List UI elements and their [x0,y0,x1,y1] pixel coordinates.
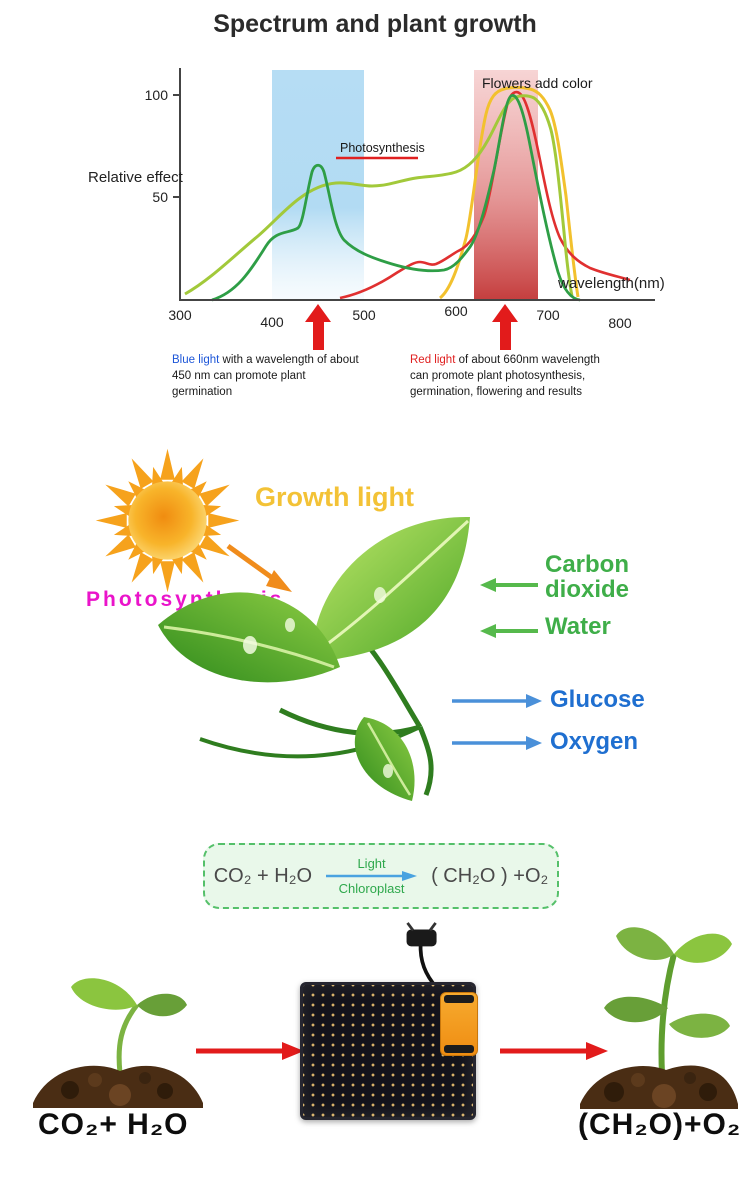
water-label: Water [545,613,611,640]
plant-leaf [616,927,674,960]
blue-light-caption-text: with a wavelength of about 450 nm can pr… [172,354,359,399]
led-driver-box [440,992,478,1056]
water-droplet [374,587,386,603]
soil-clump [157,1083,173,1099]
soil-clump [109,1084,131,1106]
photosynthesis-equation-box: CO₂ + H₂O Light Chloroplast ( CH₂O ) +O₂ [203,843,559,909]
y-axis-label: Relative effect [88,169,184,186]
x-tick-500: 500 [352,307,376,323]
blue-light-band [272,70,364,300]
soil-clump [684,1072,696,1084]
glucose-label: Glucose [550,686,645,713]
plant-leaf [669,1013,730,1038]
equation-arrow-group: Light Chloroplast [324,857,419,895]
process-arrow-left-icon [196,1042,304,1060]
oxygen-label: Oxygen [550,728,639,755]
leaf-vein [163,625,335,669]
curve-yellow [438,86,580,300]
ch2o-o2-label: (CH₂O)+O₂ [578,1108,742,1141]
equation-light-label: Light [357,856,386,871]
leaf-vein [366,722,412,796]
water-arrow-icon [480,624,538,638]
grown-plant-illustration [580,927,738,1109]
leaves-illustration [158,516,470,801]
flowers-annotation: Flowers add color [482,75,593,91]
seedling-illustration [33,978,203,1108]
plant-stem [658,953,677,1075]
equation-right: ( CH₂O ) +O₂ [431,864,549,887]
water-droplet [383,764,393,778]
x-tick-300: 300 [168,307,192,323]
seedling-leaf [137,993,187,1017]
leaf-vein [317,519,470,653]
x-tick-700: 700 [536,307,560,323]
process-arrow-right-icon [500,1042,608,1060]
equation-arrow-icon [326,871,418,881]
power-plug-icon [406,929,437,947]
soil-clump [61,1081,79,1099]
carbon-dioxide-arrow-icon [480,578,538,592]
soil-clump [88,1073,102,1087]
red-light-caption-lead: Red light [410,354,456,366]
stem [278,707,421,736]
x-axis-label: wavelength(nm) [557,275,665,292]
spectrum-chart: Spectrum and plant growth 100 50 Relativ… [88,10,665,350]
growth-light-label: Growth light [255,482,414,512]
oxygen-arrow-icon [452,736,542,750]
blue-wavelength-arrow-icon [305,304,331,350]
red-wavelength-arrow-icon [492,304,518,350]
y-tick-100: 100 [145,87,169,103]
sun-to-leaf-arrow-icon [226,543,292,592]
chart-title: Spectrum and plant growth [213,10,537,38]
lower-stem [417,726,434,796]
soil-clump [604,1082,624,1102]
equation-chloroplast-label: Chloroplast [338,881,405,896]
blue-light-caption-lead: Blue light [172,354,220,366]
water-droplet [243,636,257,654]
plug-pin [406,922,415,932]
plant-leaf [674,933,732,963]
co2-h2o-label: CO₂+ H₂O [38,1108,189,1141]
soil-clump [139,1072,151,1084]
soil-clump [699,1083,717,1101]
x-tick-400: 400 [260,314,284,330]
plant-leaf [604,996,668,1023]
curve-green [211,94,581,302]
x-tick-800: 800 [608,315,632,331]
cord-wire [418,942,438,989]
curve-yellowgreen [184,94,574,297]
seedling-leaf [71,978,137,1010]
red-light-caption: Red light of about 660nm wavelength can … [410,352,618,400]
blue-light-caption: Blue light with a wavelength of about 45… [172,352,362,400]
plug-pin [428,922,437,932]
x-tick-600: 600 [444,303,468,319]
soil-clump [652,1084,676,1108]
sun-icon [95,448,240,593]
equation-left: CO₂ + H₂O [213,864,313,887]
soil-clump [631,1073,645,1087]
water-droplet [285,618,295,632]
red-light-caption-text: of about 660nm wavelength can promote pl… [410,354,600,399]
carbon-dioxide-label: Carbon dioxide [545,551,630,604]
glucose-arrow-icon [452,694,542,708]
photosynthesis-annotation: Photosynthesis [340,141,425,155]
seedling-stem [116,1003,139,1074]
y-tick-50: 50 [152,189,168,205]
